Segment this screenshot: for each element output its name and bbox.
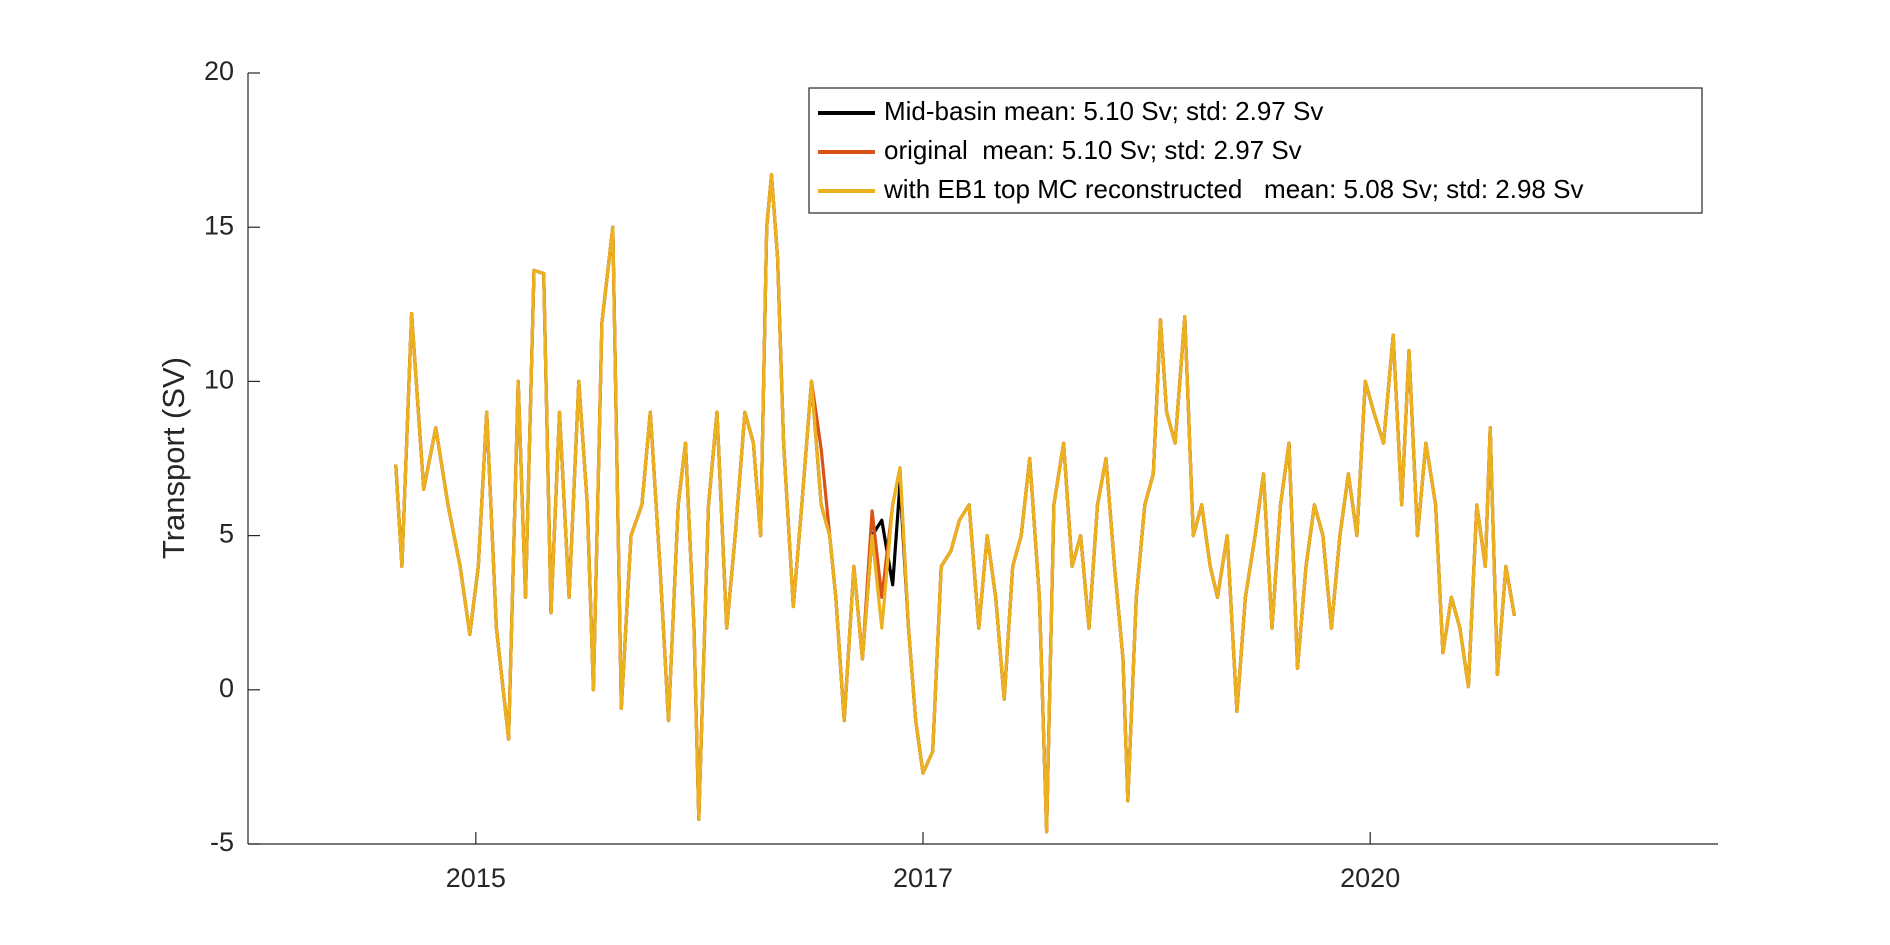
y-tick-label: 20 — [204, 56, 234, 86]
x-tick-label: 2015 — [446, 863, 506, 893]
x-tick-label: 2017 — [893, 863, 953, 893]
legend-label: Mid-basin mean: 5.10 Sv; std: 2.97 Sv — [884, 96, 1323, 126]
legend-box — [808, 87, 1703, 214]
y-tick-label: 0 — [219, 673, 234, 703]
data-line — [394, 173, 1516, 834]
y-tick-label: 5 — [219, 519, 234, 549]
y-axis-label: Transport (SV) — [156, 357, 191, 559]
y-tick-label: 10 — [204, 365, 234, 395]
y-tick-label: -5 — [210, 827, 234, 857]
x-tick-label: 2020 — [1340, 863, 1400, 893]
legend-label: with EB1 top MC reconstructed mean: 5.08… — [883, 174, 1583, 204]
legend-label: original mean: 5.10 Sv; std: 2.97 Sv — [884, 135, 1302, 165]
y-tick-label: 15 — [204, 210, 234, 240]
